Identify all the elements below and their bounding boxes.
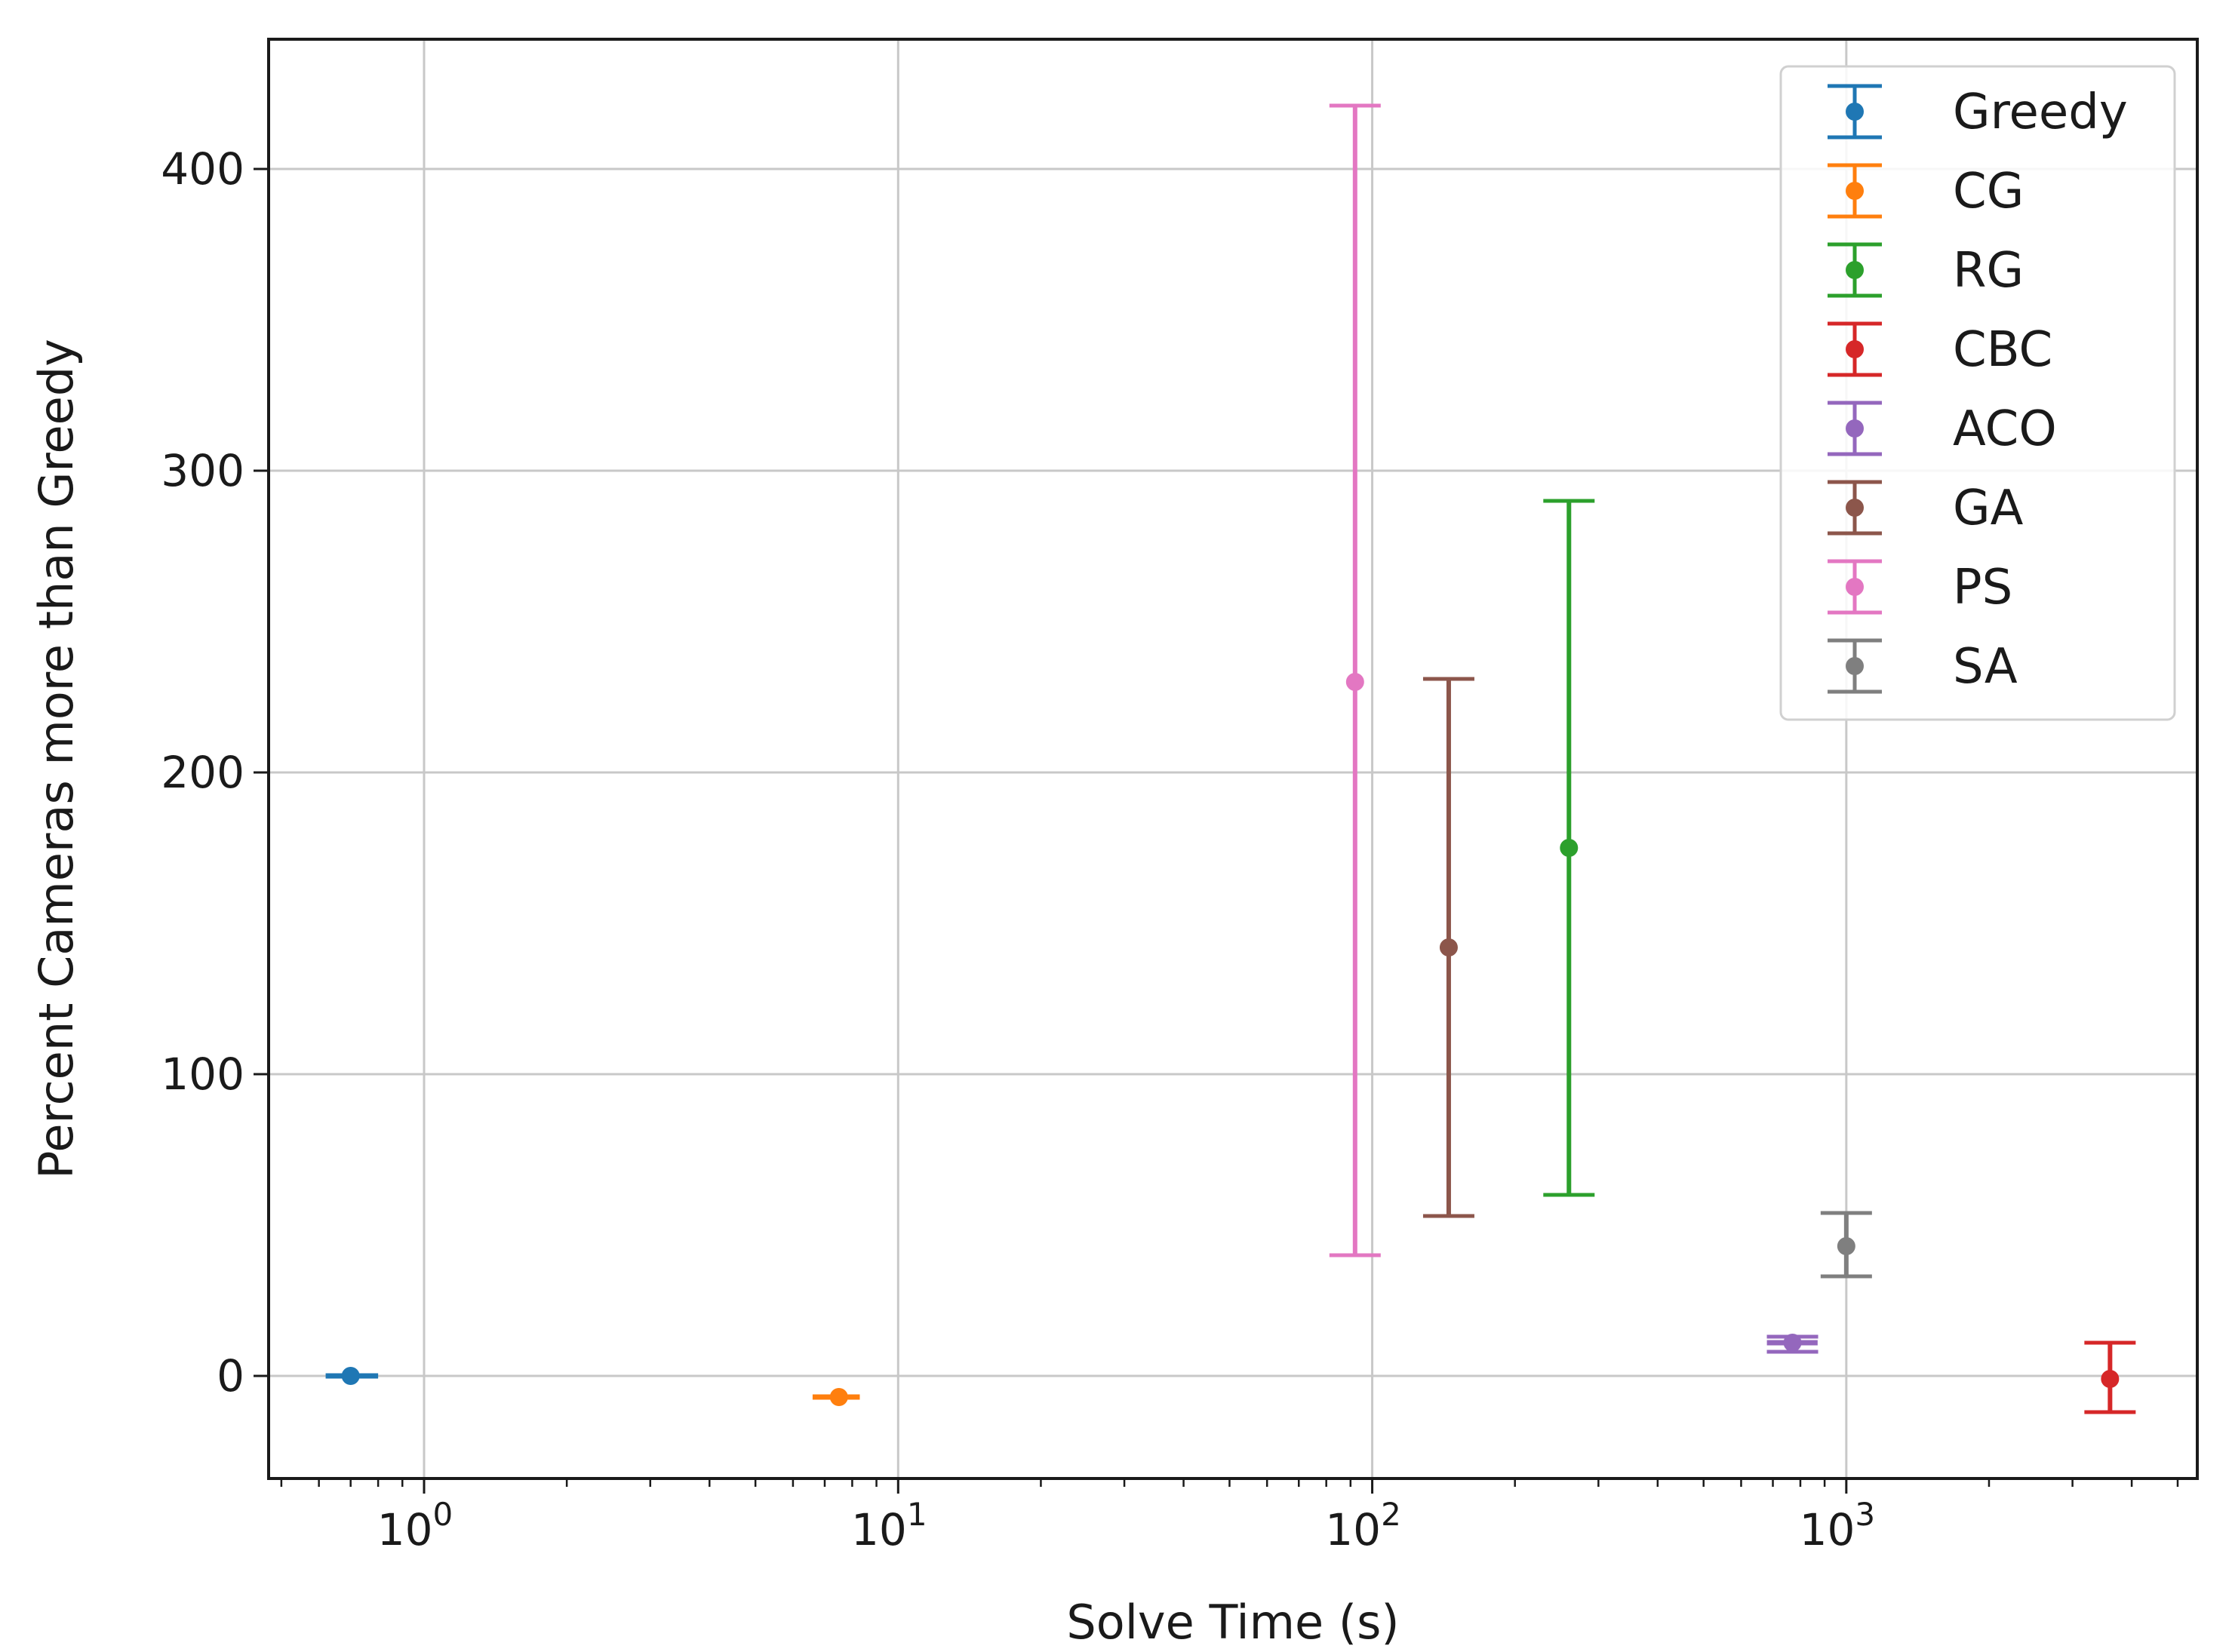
- x-axis-label: Solve Time (s): [1066, 1595, 1399, 1650]
- x-tick-label: 100: [377, 1496, 453, 1555]
- legend-entry: ACO: [1828, 401, 2057, 457]
- data-marks: [325, 103, 2136, 1414]
- legend-marker-point: [1846, 499, 1864, 517]
- series-greedy: [325, 1367, 379, 1385]
- legend: Greedy CG RG CBC ACO GA PS SA: [1779, 65, 2176, 721]
- y-tick-label: 0: [217, 1350, 244, 1402]
- y-tick-label: 100: [161, 1049, 244, 1100]
- plot-area-frame: [267, 38, 2199, 1480]
- data-point: [1560, 839, 1579, 857]
- legend-marker-point: [1846, 340, 1864, 358]
- legend-entry: PS: [1828, 559, 2012, 616]
- legend-entry: CBC: [1828, 321, 2052, 378]
- series-cbc: [2084, 1340, 2136, 1414]
- data-point: [1837, 1237, 1855, 1255]
- series-rg: [1543, 499, 1595, 1197]
- y-tick-label: 200: [161, 747, 244, 798]
- y-axis-label: Percent Cameras more than Greedy: [29, 339, 84, 1179]
- y-tick-label: 400: [161, 143, 244, 195]
- legend-entry: CG: [1828, 163, 2024, 220]
- legend-label: GA: [1953, 481, 2024, 536]
- legend-marker-point: [1846, 578, 1864, 596]
- data-point: [829, 1388, 848, 1406]
- data-point: [1439, 938, 1458, 957]
- data-point: [2101, 1370, 2120, 1388]
- legend-label: CG: [1953, 164, 2024, 220]
- data-point: [341, 1367, 360, 1385]
- y-tick-label: 300: [161, 445, 244, 496]
- series-aco: [1766, 1334, 1818, 1354]
- legend-label: ACO: [1953, 401, 2057, 457]
- legend-marker-point: [1846, 261, 1864, 279]
- x-tick-label: 101: [851, 1496, 927, 1555]
- x-tick-label: 103: [1800, 1496, 1876, 1555]
- series-ga: [1422, 677, 1474, 1218]
- series-sa: [1820, 1211, 1872, 1279]
- x-tick-label: 102: [1325, 1496, 1401, 1555]
- series-ps: [1329, 103, 1381, 1257]
- legend-label: PS: [1953, 560, 2012, 616]
- legend-entry: RG: [1828, 242, 2024, 299]
- legend-entry: GA: [1828, 480, 2024, 536]
- data-point: [1783, 1334, 1802, 1352]
- legend-label: SA: [1953, 639, 2018, 695]
- legend-marker-point: [1846, 182, 1864, 200]
- data-point: [1345, 673, 1364, 691]
- legend-label: RG: [1953, 243, 2024, 299]
- legend-entry: Greedy: [1828, 84, 2128, 140]
- legend-label: Greedy: [1953, 84, 2128, 140]
- legend-marker-point: [1846, 419, 1864, 438]
- legend-entry: SA: [1828, 638, 2018, 695]
- series-cg: [812, 1388, 860, 1406]
- legend-marker-point: [1846, 657, 1864, 675]
- legend-label: CBC: [1953, 322, 2052, 378]
- axis-ticks: 100 101 102 103 0 100 200 300 400: [161, 143, 2179, 1555]
- legend-box: [1779, 65, 2176, 721]
- legend-marker-point: [1846, 103, 1864, 121]
